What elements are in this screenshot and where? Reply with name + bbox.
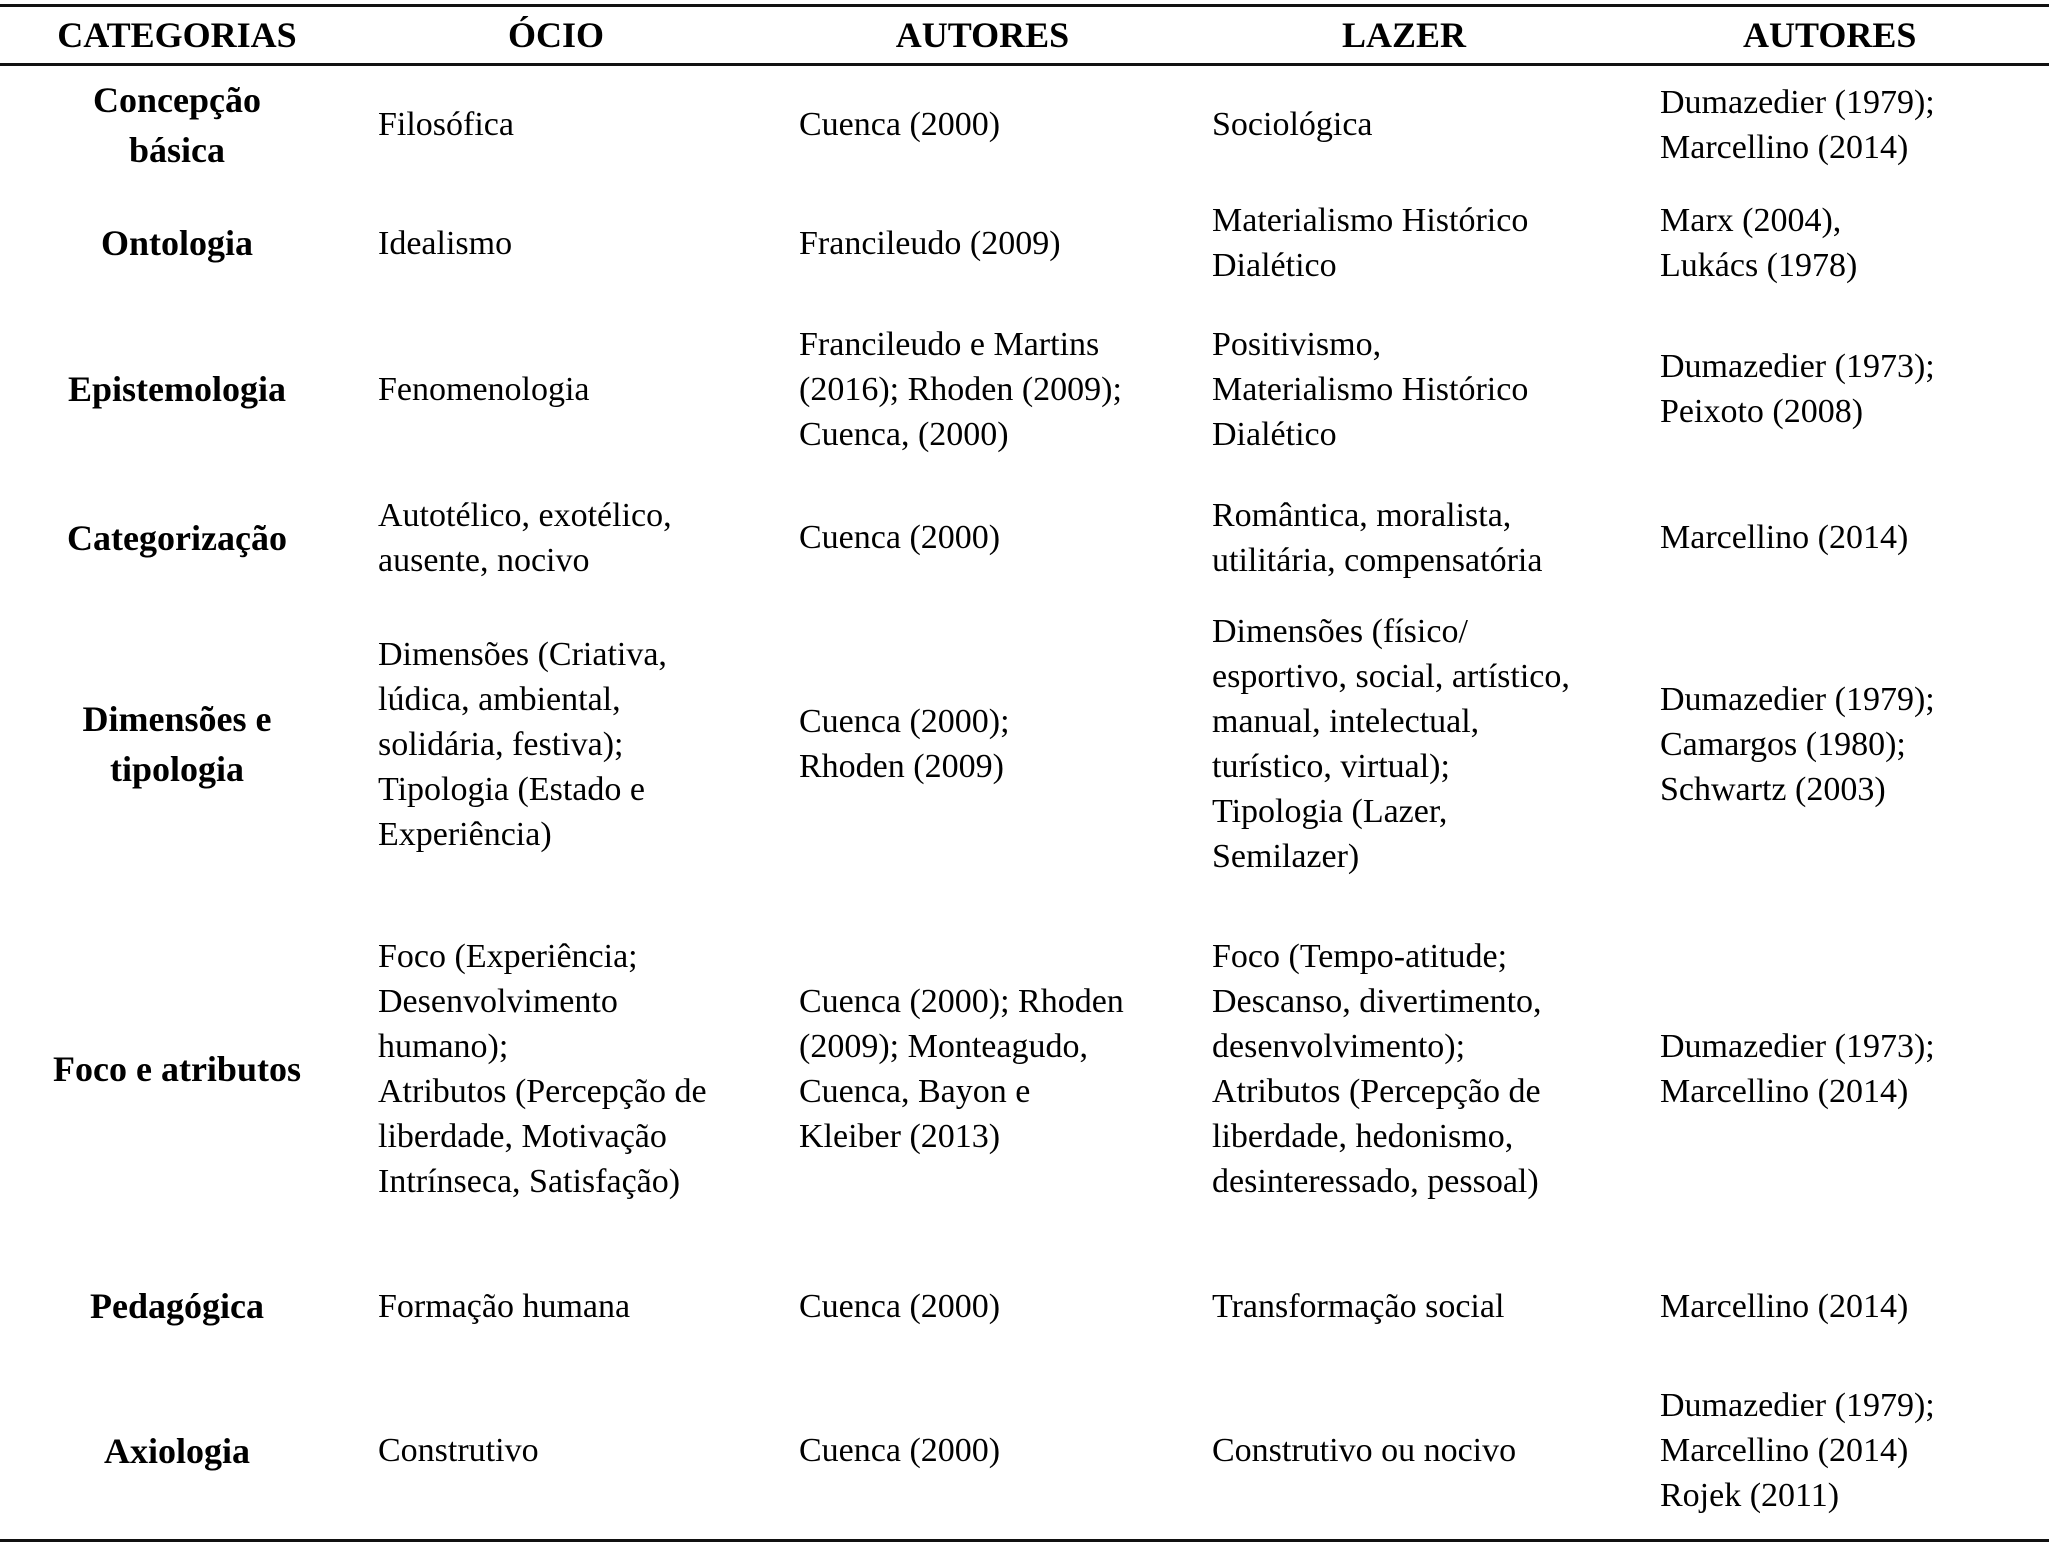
lazer-cell: Construtivo ou nocivo [1212,1432,1517,1469]
ocio-authors-cell: Cuenca (2000) [799,106,1001,143]
lazer-authors-cell: Marcellino (2014) [1660,519,1909,556]
category-cell: Pedagógica [90,1286,264,1326]
lazer-cell: Dimensões (físico/ esportivo, social, ar… [1212,613,1570,875]
header-ocio: ÓCIO [508,15,605,55]
ocio-authors-cell: Cuenca (2000) [799,1432,1001,1469]
lazer-authors-cell: Dumazedier (1973); Marcellino (2014) [1660,1028,1935,1110]
ocio-authors-cell: Cuenca (2000) [799,1287,1001,1325]
table-row: Pedagógica Formação humana Cuenca (2000) Tr… [0,1250,2049,1362]
table-row: Foco e atributos Foco (Experiência; Desen… [0,888,2049,1250]
lazer-authors-cell: Dumazedier (1979); Camargos (1980); Schw… [1660,680,1935,808]
lazer-authors-cell: Marx (2004), Lukács (1978) [1660,202,1858,284]
lazer-authors-cell: Dumazedier (1973); Peixoto (2008) [1660,348,1935,430]
header-lazer: LAZER [1342,15,1467,55]
table-header: CATEGORIAS ÓCIO AUTORES LAZER AUTORES [0,8,2049,63]
category-cell: Epistemologia [67,369,286,409]
ocio-authors-cell: Francileudo e Martins (2016); Rhoden (20… [799,325,1122,453]
header-autores-lazer: AUTORES [1743,15,1917,55]
category-cell: Ontologia [100,223,253,263]
ocio-cell: Fenomenologia [378,370,590,408]
table-row: Categorização Autotélico, exotélico, ause… [0,475,2049,600]
table-top-rule [0,4,2049,7]
ocio-authors-cell: Cuenca (2000); Rhoden (2009) [799,703,1010,785]
header-rule [0,63,2049,66]
lazer-cell: Romântica, moralista, utilitária, compen… [1212,496,1543,579]
ocio-cell: Filosófica [378,106,514,143]
table-row: Axiologia Construtivo Cuenca (2000) Constru… [0,1362,2049,1539]
category-cell: Categorização [67,517,287,558]
header-categorias: CATEGORIAS [57,15,297,55]
table-row: Epistemologia Fenomenologia Francileudo e … [0,303,2049,475]
ocio-authors-cell: Francileudo (2009) [799,224,1061,262]
category-cell: Foco e atributos [53,1049,301,1089]
ocio-authors-cell: Cuenca (2000); Rhoden (2009); Monteagudo… [799,983,1124,1155]
ocio-authors-cell: Cuenca (2000) [799,519,1001,556]
lazer-cell: Transformação social [1212,1287,1505,1325]
ocio-cell: Formação humana [378,1287,631,1325]
category-cell: Concepção básica [93,79,261,170]
lazer-authors-cell: Dumazedier (1979); Marcellino (2014) Roj… [1660,1387,1935,1514]
category-cell: Dimensões e tipologia [82,699,272,789]
table-bottom-rule [0,1539,2049,1542]
lazer-cell: Materialismo Histórico Dialético [1212,202,1529,284]
ocio-cell: Autotélico, exotélico, ausente, nocivo [378,496,672,579]
table-row: Dimensões e tipologia Dimensões (Criativa… [0,600,2049,888]
category-cell: Axiologia [103,1430,250,1471]
lazer-cell: Foco (Tempo-atitude; Descanso, divertime… [1212,938,1542,1200]
ocio-cell: Idealismo [378,224,513,262]
table-row: Concepção básica Filosófica Cuenca (2000) S… [0,66,2049,183]
ocio-cell: Foco (Experiência; Desenvolvimento human… [378,938,707,1200]
lazer-cell: Positivismo, Materialismo Histórico Dial… [1212,325,1529,453]
table-row: Ontologia Idealismo Francileudo (2009) Mate… [0,183,2049,303]
ocio-cell: Dimensões (Criativa, lúdica, ambiental, … [378,635,667,853]
header-autores-ocio: AUTORES [895,15,1070,55]
lazer-cell: Sociológica [1212,106,1373,143]
ocio-cell: Construtivo [378,1432,539,1469]
lazer-authors-cell: Dumazedier (1979); Marcellino (2014) [1660,83,1935,166]
lazer-authors-cell: Marcellino (2014) [1660,1287,1909,1325]
